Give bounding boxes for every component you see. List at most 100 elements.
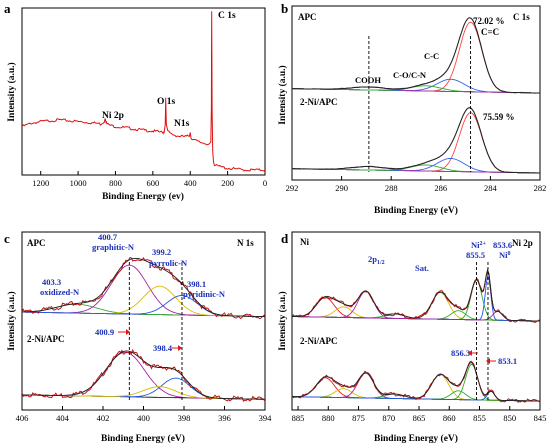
- panel-letter-b: b: [281, 1, 288, 16]
- x-axis-label-b: Binding Energy (eV): [374, 205, 458, 216]
- series-label-2ni-c: 2-Ni/APC: [27, 334, 65, 344]
- corner-label-b: C 1s: [513, 12, 530, 22]
- n-label-graphitic: graphitic-N: [92, 242, 135, 252]
- series-label-2ni-b: 2-Ni/APC: [300, 97, 338, 107]
- x-axis-label-c: Binding Energy (eV): [101, 433, 185, 444]
- arrow-398-4: [172, 345, 182, 351]
- arrow-853-1: [486, 358, 496, 364]
- x-c-tick-label: 398: [178, 413, 191, 423]
- annot-o1s: O 1s: [157, 97, 176, 107]
- ni-label-ni0: Ni0: [499, 250, 511, 260]
- corner-label-d: Ni 2p: [512, 238, 533, 248]
- x-c-tick-label: 406: [16, 413, 29, 423]
- fit-oxidized-N: [21, 303, 266, 318]
- x-d-tick-label: 870: [382, 413, 395, 423]
- x-b-tick-label: 290: [335, 183, 348, 193]
- fit-peak-398.4: [22, 377, 265, 400]
- x-d-tick-label: 860: [443, 413, 456, 423]
- annot-n1s: N1s: [174, 119, 190, 129]
- x-axis-label-a: Binding Energy (ev): [102, 191, 184, 202]
- y-axis-label-c: Intensity (a.u.): [6, 291, 17, 350]
- envelope-0: [21, 257, 265, 317]
- envelope-0: [291, 17, 540, 94]
- raw-data-0: [291, 268, 541, 323]
- x-d-tick-label: 865: [413, 413, 426, 423]
- plot-frame-a: [21, 7, 266, 176]
- n1s-spectra: [21, 256, 266, 402]
- series-label-2ni-d: 2-Ni/APC: [300, 336, 338, 346]
- x-a-tick-label: 400: [184, 178, 197, 188]
- x-b-tick-label: 282: [534, 183, 547, 193]
- corner-label-c: N 1s: [237, 238, 254, 248]
- n-label-400-7: 400.7: [98, 232, 118, 242]
- ni-label-sat: Sat.: [415, 263, 429, 273]
- x-d-tick-label: 880: [322, 413, 335, 423]
- raw-data-1: [21, 348, 266, 402]
- x-b-tick-label: 284: [484, 183, 498, 193]
- x-c-tick-label: 404: [56, 413, 70, 423]
- panel-c: c 406 404 402 400 398 396 394 Binding Energy (…: [4, 231, 272, 444]
- x-c-tick-label: 396: [218, 413, 231, 423]
- ni-label-ni2plus: Ni2+: [471, 240, 487, 250]
- x-d-tick-label: 885: [292, 413, 305, 423]
- envelope-1: [22, 350, 265, 400]
- ni-label-855-5: 855.5: [466, 250, 485, 260]
- y-axis-label-a: Intensity (a.u.): [6, 62, 17, 121]
- peak-label-cc-double: C=C: [481, 27, 499, 37]
- raw-data-0: [291, 17, 541, 94]
- ni-label-2p12: 2p1/2: [368, 254, 385, 266]
- survey-line: [21, 11, 266, 172]
- survey-spectrum: [21, 11, 266, 172]
- raw-data-1: [291, 360, 541, 404]
- x-c-tick-label: 394: [259, 413, 273, 423]
- panel-b: b 292 290 288 286 284 282 Binding Energy (eV)…: [277, 1, 546, 216]
- x-a-tick-label: 800: [109, 178, 122, 188]
- envelope-1: [292, 107, 540, 174]
- panel-d: d 885 880 875 870 865 860 855 850 845 Binding En…: [277, 231, 546, 444]
- x-axis-label-d: Binding Energy (eV): [374, 433, 458, 444]
- fit-peak-400.9: [22, 351, 265, 400]
- y-axis-label-d: Intensity (a.u.): [277, 291, 288, 350]
- raw-data-0: [21, 256, 266, 320]
- peak-label-co: C-O/C-N: [393, 70, 427, 80]
- x-ticks-b: 292 290 288 286 284 282: [286, 176, 547, 193]
- n-label-398-1: 398.1: [187, 279, 206, 289]
- n-label-oxidized: oxidized-N: [40, 287, 80, 297]
- peak-label-cooh: COOH: [355, 75, 381, 85]
- n-label-399-2: 399.2: [152, 247, 171, 257]
- ni2p-spectra: [291, 262, 541, 404]
- arrow-856-3: [468, 350, 478, 356]
- peak-label-cc: C-C: [424, 51, 439, 61]
- annot-ni2p: Ni 2p: [102, 111, 124, 121]
- envelope-0: [292, 268, 540, 322]
- x-a-tick-label: 1200: [32, 178, 49, 188]
- envelope-1: [292, 361, 540, 402]
- x-d-tick-label: 855: [473, 413, 486, 423]
- arrow-400-9: [118, 329, 130, 335]
- panel-letter-d: d: [281, 231, 289, 246]
- fit-peak-856.3: [291, 363, 540, 402]
- x-b-tick-label: 288: [385, 183, 398, 193]
- x-c-tick-label: 400: [137, 413, 150, 423]
- x-b-tick-label: 292: [286, 183, 299, 193]
- panel-a: a 1200 1000 800 600 400 200 0 Binding Energy (…: [4, 1, 267, 202]
- x-d-tick-label: 850: [503, 413, 516, 423]
- n-label-400-9: 400.9: [95, 327, 114, 337]
- panel-letter-a: a: [4, 1, 11, 16]
- plot-frame-b: [291, 5, 541, 181]
- n-label-398-4: 398.4: [153, 343, 173, 353]
- x-d-tick-label: 875: [352, 413, 365, 423]
- x-a-tick-label: 200: [221, 178, 234, 188]
- n-label-pyridinic: pyridinic-N: [183, 289, 226, 299]
- panel-letter-c: c: [4, 231, 10, 246]
- ni-label-853-1: 853.1: [498, 356, 517, 366]
- x-ticks-c: 406 404 402 400 398 396 394: [16, 406, 273, 423]
- series-label-apc-b: APC: [298, 12, 317, 22]
- x-a-tick-label: 0: [263, 178, 267, 188]
- x-a-tick-label: 1000: [70, 178, 87, 188]
- n-label-403-3: 403.3: [42, 277, 61, 287]
- c1s-spectra: [291, 17, 541, 174]
- x-d-tick-label: 845: [534, 413, 547, 423]
- percent-label-apc: 72.02 %: [473, 16, 505, 26]
